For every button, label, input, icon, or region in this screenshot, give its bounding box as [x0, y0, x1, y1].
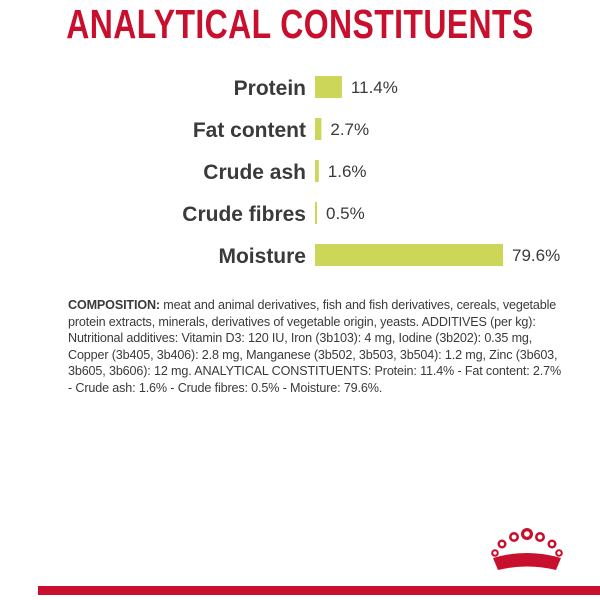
- value-label: 79.6%: [512, 246, 560, 265]
- value-label: 11.4%: [351, 78, 398, 97]
- bar: [315, 118, 322, 140]
- page-title: ANALYTICAL CONSTITUENTS: [66, 1, 534, 47]
- value-label: 0.5%: [326, 204, 365, 223]
- value-label: 2.7%: [330, 120, 369, 139]
- value-label: 1.6%: [328, 162, 367, 181]
- bar: [315, 160, 319, 182]
- bar: [315, 76, 342, 98]
- composition-text: COMPOSITION: meat and animal derivatives…: [68, 297, 568, 397]
- category-label: Crude fibres: [182, 203, 306, 226]
- category-label: Moisture: [218, 245, 306, 268]
- category-label: Fat content: [193, 119, 306, 142]
- composition-body: meat and animal derivatives, fish and fi…: [68, 298, 561, 395]
- category-label: Protein: [234, 77, 306, 100]
- bar: [315, 244, 503, 266]
- royal-crown-icon: [491, 528, 563, 570]
- bar: [315, 202, 317, 224]
- composition-heading: COMPOSITION:: [68, 298, 160, 312]
- category-label: Crude ash: [203, 161, 306, 184]
- bar-chart: Protein 11.4% Fat content 2.7% Crude ash 1.6%…: [182, 76, 560, 268]
- footer-bar: [38, 586, 600, 595]
